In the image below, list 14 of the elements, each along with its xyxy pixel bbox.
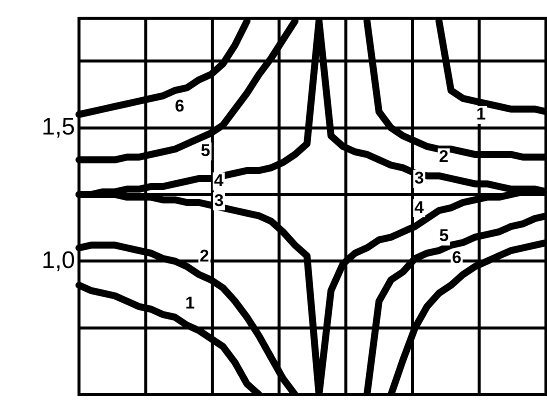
- series-label: 6: [174, 96, 184, 116]
- series-label: 1: [476, 104, 486, 124]
- series-label: 1: [185, 294, 195, 313]
- series-label: 6: [452, 248, 462, 268]
- y-tick-label: 1,5: [42, 113, 75, 140]
- series-label: 5: [200, 141, 210, 160]
- series-label: 5: [439, 226, 449, 246]
- series-label: 4: [414, 198, 424, 217]
- series-label: 3: [414, 168, 424, 188]
- series-label: 2: [200, 246, 210, 266]
- series-label: 2: [439, 147, 449, 166]
- y-tick-label: 1,0: [42, 246, 75, 274]
- series-label: 4: [214, 171, 224, 190]
- series-label: 3: [214, 190, 224, 210]
